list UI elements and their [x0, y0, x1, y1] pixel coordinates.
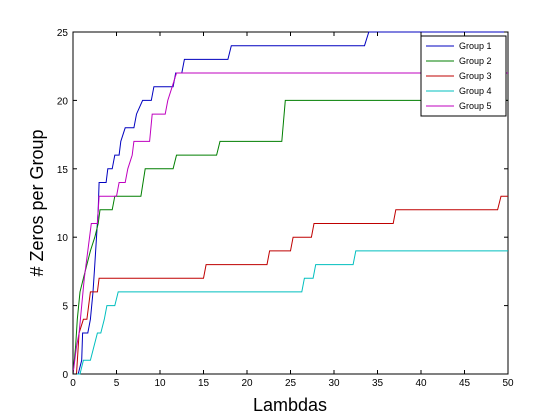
legend-label: Group 2	[459, 56, 492, 66]
x-tick-label: 45	[459, 378, 471, 389]
y-tick-label: 0	[62, 370, 68, 381]
series-line-group-4	[73, 250, 508, 375]
legend-label: Group 1	[459, 41, 492, 51]
x-tick-label: 20	[241, 378, 253, 389]
y-tick-label: 5	[62, 302, 68, 313]
legend-label: Group 3	[459, 71, 492, 81]
x-tick-label: 50	[502, 378, 514, 389]
y-tick-label: 25	[57, 28, 69, 39]
x-tick-label: 15	[198, 378, 210, 389]
series-line-group-1	[73, 31, 508, 375]
legend-label: Group 4	[459, 86, 492, 96]
y-tick-label: 20	[57, 96, 69, 107]
y-tick-label: 15	[57, 165, 69, 176]
x-axis-label: Lambdas	[253, 395, 327, 415]
series-line-group-2	[72, 99, 508, 375]
x-tick-label: 40	[415, 378, 427, 389]
series-line-group-3	[73, 195, 508, 375]
x-tick-label: 0	[70, 378, 76, 389]
y-axis-label: # Zeros per Group	[27, 129, 47, 276]
x-tick-label: 30	[328, 378, 340, 389]
series-layer	[72, 31, 508, 375]
series-line-group-5	[72, 72, 508, 375]
x-tick-label: 10	[154, 378, 166, 389]
legend: Group 1 Group 2 Group 3 Group 4 Group 5	[420, 35, 507, 117]
tick-layer: 0 5 10 15 20 25 30 35 40 45 50 0 5 10 15 20 25	[57, 28, 514, 389]
x-tick-label: 25	[285, 378, 297, 389]
x-tick-label: 35	[372, 378, 384, 389]
legend-label: Group 5	[459, 101, 492, 111]
x-tick-label: 5	[114, 378, 120, 389]
y-tick-label: 10	[57, 233, 69, 244]
